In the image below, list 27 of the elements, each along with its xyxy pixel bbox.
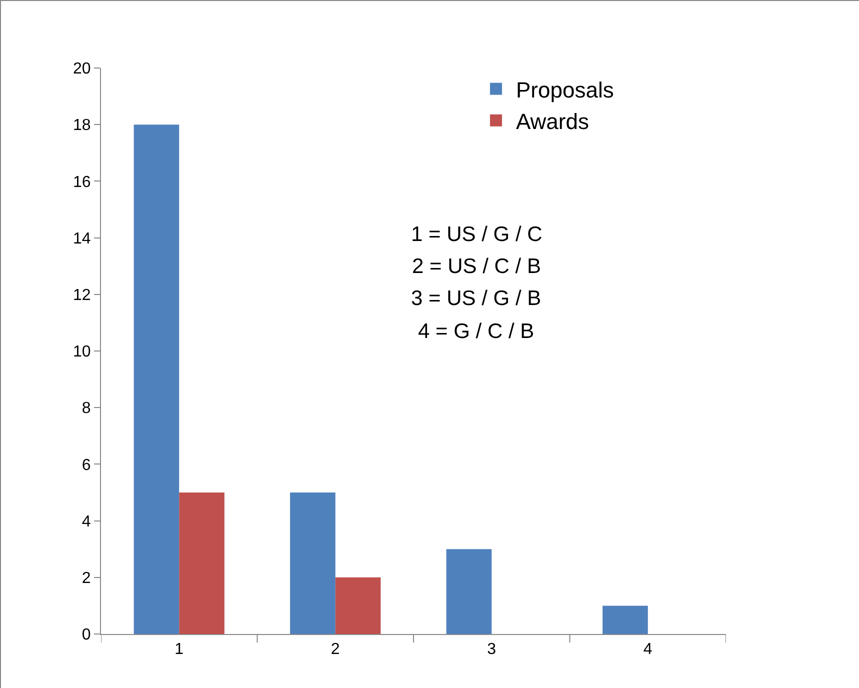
y-tick-label: 8 — [82, 400, 91, 418]
annotation: 3 = US / G / B — [411, 287, 542, 310]
legend-label: Proposals — [516, 77, 614, 102]
bar — [335, 577, 381, 634]
annotation: 4 = G / C / B — [418, 320, 534, 343]
y-tick-label: 14 — [73, 230, 91, 248]
annotation: 1 = US / G / C — [411, 223, 542, 246]
y-tick-label: 6 — [82, 456, 91, 474]
bar — [602, 606, 648, 634]
y-tick-label: 0 — [82, 626, 91, 644]
y-tick-label: 4 — [82, 513, 91, 530]
bar — [179, 492, 224, 634]
y-tick-label: 10 — [73, 344, 91, 361]
y-tick-label: 2 — [82, 570, 91, 587]
y-tick-label: 12 — [73, 287, 91, 304]
legend-label: Awards — [516, 108, 589, 134]
x-tick-label: 4 — [643, 641, 652, 658]
x-tick-label: 1 — [174, 641, 184, 658]
bar — [290, 492, 336, 634]
y-tick-label: 16 — [73, 174, 91, 191]
annotation: 2 = US / C / B — [412, 255, 541, 278]
y-tick-label: 20 — [73, 60, 91, 78]
y-tick-label: 18 — [73, 117, 91, 134]
x-tick-label: 3 — [487, 641, 496, 658]
bar — [446, 549, 492, 634]
bar — [134, 124, 180, 634]
x-tick-label: 2 — [330, 641, 340, 658]
